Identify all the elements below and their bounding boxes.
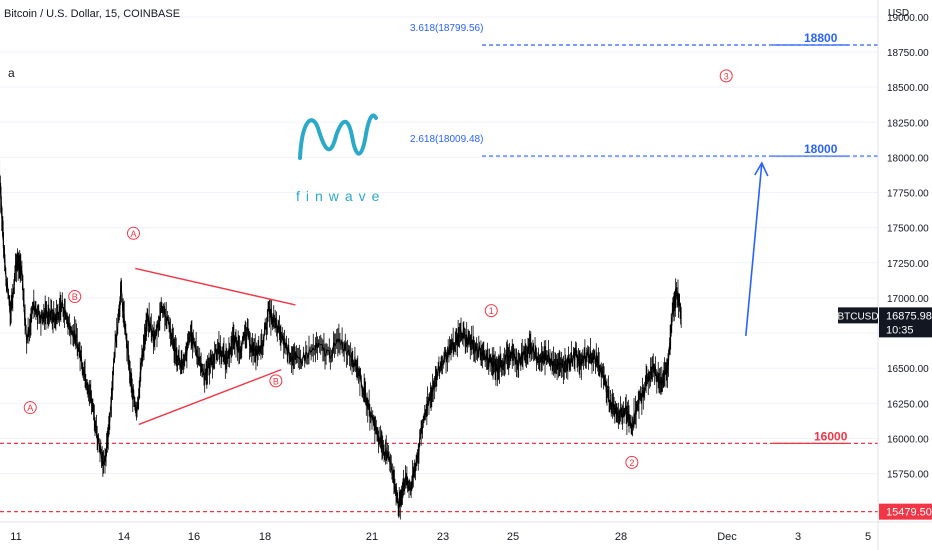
wave-label: B (72, 292, 78, 302)
y-tick-label: 17500.00 (887, 224, 929, 235)
fib-levels: 3.618(18799.56) 18800 2.618(18009.48) 18000… (0, 23, 878, 513)
x-tick-label: 28 (615, 531, 627, 543)
y-tick-label: 16250.00 (887, 399, 929, 410)
time-axis[interactable]: 11 14 16 18 21 23 25 28 Dec 3 5 (0, 521, 932, 543)
x-tick-label: 11 (10, 531, 21, 543)
x-tick-label: Dec (717, 531, 737, 543)
y-tick-label: 18000.00 (887, 153, 929, 164)
x-tick-label: 16 (188, 531, 200, 543)
wave-label-circle (68, 290, 82, 304)
low-price-label: 15479.50 (886, 507, 932, 519)
symbol-tag-label: BTCUSD (837, 311, 878, 322)
y-tick-label: 18500.00 (887, 83, 929, 94)
countdown-label: 10:35 (886, 324, 914, 336)
low-price-tag (879, 503, 932, 520)
triangle-lower-line (138, 368, 282, 426)
target-label: 18000 (804, 142, 838, 156)
y-tick-label: 17000.00 (887, 294, 929, 305)
x-tick-label: 18 (259, 531, 271, 543)
wave-label-circle (625, 455, 639, 469)
y-tick-label: 18750.00 (887, 48, 929, 59)
wave-label: A (27, 403, 33, 413)
projection-arrow-line (745, 162, 763, 336)
y-tick-label: 15750.00 (887, 470, 929, 481)
logo-text: finwave (296, 188, 386, 204)
y-tick-label: 17750.00 (887, 189, 929, 200)
chart-title: Bitcoin / U.S. Dollar, 15, COINBASE (4, 8, 181, 20)
wave-label: B (273, 376, 279, 386)
triangle-upper-line (135, 267, 296, 306)
wave-label: 1 (489, 306, 494, 316)
y-tick-label: 17250.00 (887, 259, 929, 270)
wave-label-circle (484, 304, 498, 318)
fib-level-label: 3.618(18799.56) (410, 23, 483, 34)
x-tick-label: 25 (507, 531, 519, 543)
price-series (0, 159, 682, 520)
y-tick-label: 18250.00 (887, 118, 929, 129)
currency-label: USD (888, 8, 910, 19)
drawings: 5ABAB123 (23, 69, 769, 469)
price-axis[interactable]: 15750.0016000.0016250.0016500.0016750.00… (837, 0, 932, 550)
grid (0, 16, 878, 475)
wave-label-circle (719, 69, 733, 83)
current-price-tag (879, 307, 932, 338)
y-tick-label: 19000.00 (887, 13, 929, 24)
x-tick-label: 21 (366, 531, 378, 543)
wave-label: 2 (629, 458, 634, 468)
x-tick-label: 14 (118, 531, 130, 543)
fib-level-label: 2.618(18009.48) (410, 134, 483, 145)
wave-label-circle (126, 226, 140, 240)
wave-label: 3 (724, 71, 729, 81)
x-tick-label: 5 (865, 531, 871, 543)
target-label: 16000 (814, 429, 848, 443)
symbol-tag (838, 307, 878, 324)
x-tick-label: 23 (437, 531, 449, 543)
wave-label-circle (23, 401, 37, 415)
wave-label-circle (269, 374, 283, 388)
y-tick-label: 16000.00 (887, 434, 929, 445)
wave-label: A (130, 229, 136, 239)
x-tick-label: 3 (795, 531, 801, 543)
price-line (0, 172, 682, 510)
pane-label: a (8, 66, 15, 80)
arrow-head-icon (754, 161, 769, 177)
target-label: 18800 (804, 31, 838, 45)
current-price-label: 16875.98 (886, 310, 932, 322)
finwave-logo-icon (298, 113, 378, 160)
y-tick-label: 16500.00 (887, 364, 929, 375)
